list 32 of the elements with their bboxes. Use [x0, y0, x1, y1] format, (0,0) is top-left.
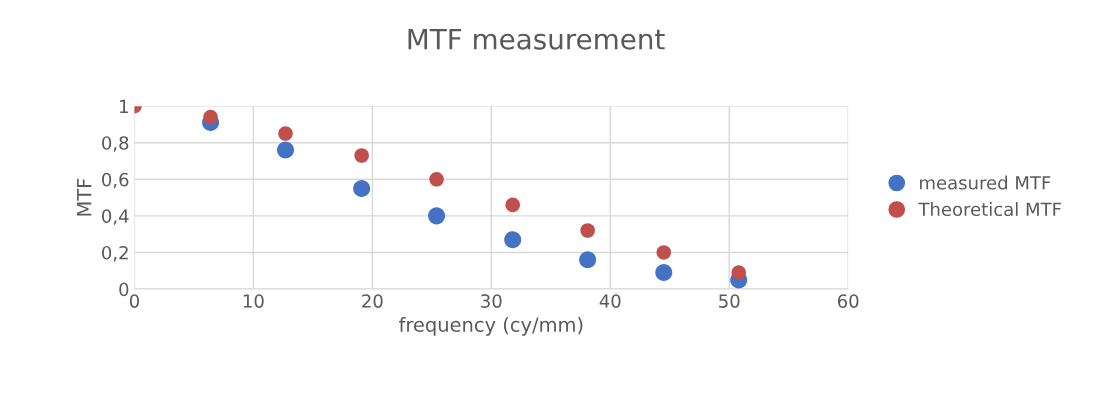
- point: [655, 264, 673, 282]
- y-tick-label: 0,8: [102, 136, 129, 152]
- y-tick-label: 0,2: [102, 245, 128, 262]
- x-tick-label: 10: [243, 294, 264, 308]
- legend-label: Theoretical MTF: [918, 202, 1061, 217]
- y-tick-label: 1: [120, 99, 128, 113]
- x-tick-label: 30: [481, 294, 502, 308]
- x-axis-title: frequency (cy/mm): [399, 316, 583, 336]
- point: [656, 245, 672, 260]
- point: [580, 223, 595, 238]
- legend-label: measured MTF: [920, 175, 1051, 190]
- point: [353, 179, 371, 197]
- x-tick-label: 0: [129, 294, 139, 308]
- y-tick-label: 0,4: [102, 209, 129, 225]
- point: [428, 207, 446, 225]
- x-tick-label: 60: [837, 294, 859, 308]
- point: [504, 231, 522, 249]
- y-tick-label: 0: [119, 282, 129, 297]
- chart-title: MTF measurement: [408, 29, 665, 50]
- point: [731, 265, 747, 280]
- point: [505, 197, 520, 213]
- x-tick-label: 40: [599, 294, 621, 308]
- x-tick-label: 50: [719, 294, 740, 308]
- point: [429, 172, 444, 187]
- point: [203, 109, 218, 125]
- point: [277, 141, 295, 159]
- x-tick-label: 20: [362, 294, 383, 308]
- point: [278, 126, 293, 141]
- point: [579, 251, 597, 269]
- point: [354, 148, 369, 163]
- y-tick-label: 0,6: [102, 172, 129, 189]
- y-axis-title: MTF: [77, 178, 92, 216]
